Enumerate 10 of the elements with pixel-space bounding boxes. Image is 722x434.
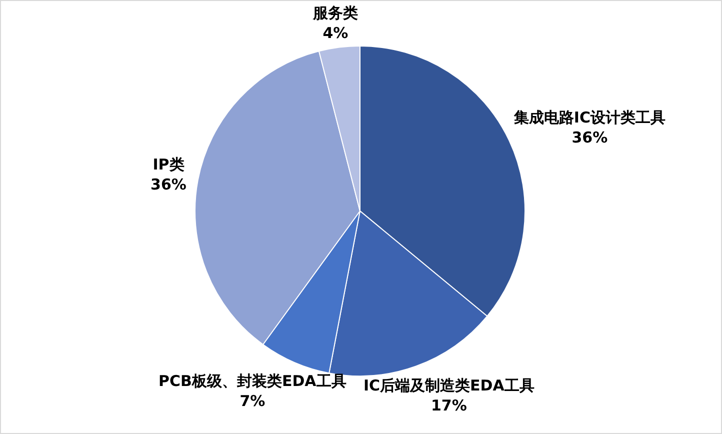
data-label: 36%	[150, 175, 186, 194]
slice-label: IC后端及制造类EDA工具	[363, 376, 534, 394]
slice-label: PCB板级、封装类EDA工具	[158, 372, 346, 390]
slice-label: IP类	[152, 155, 184, 174]
data-label: 17%	[430, 396, 467, 414]
data-label: 7%	[240, 392, 266, 410]
data-label: 36%	[572, 128, 608, 147]
slice-label: 集成电路IC设计类工具	[512, 108, 666, 127]
slice-label: 服务类	[312, 4, 358, 22]
data-label: 4%	[322, 24, 348, 42]
